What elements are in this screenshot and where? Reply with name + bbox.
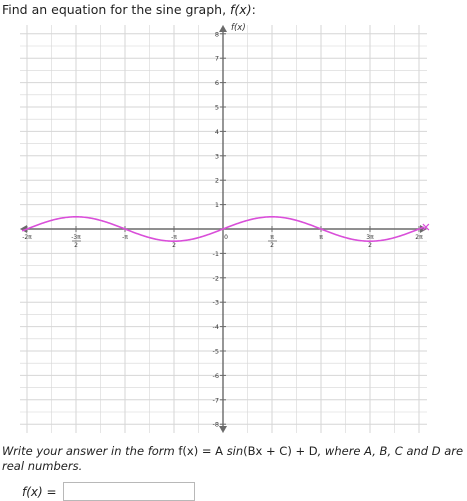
- y-axis-arrow-bottom: [219, 426, 227, 433]
- x-tick-label-numerator: π: [270, 234, 274, 241]
- x-tick-label-denominator: 2: [368, 242, 372, 249]
- y-tick-label: 2: [215, 177, 219, 185]
- instructions-part1: Write your answer in the form: [2, 444, 179, 458]
- x-tick-label: -2π: [22, 234, 32, 241]
- x-tick-label: 2π: [415, 234, 423, 241]
- y-tick-label: 3: [215, 152, 219, 160]
- prompt-colon: :: [251, 2, 256, 17]
- sine-curve-layer: [21, 216, 430, 242]
- answer-label: f(x) =: [22, 484, 57, 499]
- formula-b: (Bx + C) + D: [243, 444, 318, 458]
- prompt-text: Find an equation for the sine graph,: [2, 2, 231, 17]
- y-tick-label: 1: [215, 201, 219, 209]
- answer-instructions: Write your answer in the form f(x) = A s…: [2, 444, 464, 474]
- y-tick-label: -6: [213, 372, 219, 380]
- x-tick-label: π: [319, 234, 323, 241]
- y-axis-arrow-top: [219, 25, 227, 32]
- question-prompt: Find an equation for the sine graph, f(x…: [2, 2, 256, 17]
- answer-input[interactable]: [62, 482, 195, 501]
- x-axis-arrow-left: [20, 225, 27, 233]
- x-tick-label-denominator: 2: [270, 242, 274, 249]
- y-tick-label: -4: [213, 323, 219, 331]
- y-tick-label: -7: [213, 396, 219, 404]
- sine-curve: [21, 216, 425, 242]
- prompt-function: f(x): [230, 2, 252, 17]
- y-tick-label: 6: [215, 79, 219, 87]
- y-tick-label: -3: [213, 299, 219, 307]
- y-tick-label: -8: [213, 421, 219, 429]
- y-tick-label: -1: [213, 250, 219, 258]
- answer-row: f(x) =: [22, 482, 195, 501]
- y-tick-label: 7: [215, 55, 219, 63]
- formula-sin: sin: [226, 444, 244, 458]
- curve-end-marker: [422, 223, 430, 231]
- y-tick-label: 5: [215, 104, 219, 112]
- x-tick-label-denominator: 2: [74, 242, 78, 249]
- x-tick-label: 0: [224, 234, 228, 241]
- x-tick-label-numerator: -π: [171, 234, 177, 241]
- x-tick-label: -π: [122, 234, 128, 241]
- instructions-part2: , where A, B, C and D are real numbers.: [2, 444, 464, 473]
- y-axis-label: f(x): [231, 23, 246, 33]
- y-tick-label: 8: [215, 30, 219, 38]
- formula-a: f(x) = A: [178, 444, 224, 458]
- y-tick-label: -2: [213, 274, 219, 282]
- x-tick-label-numerator: 3π: [366, 234, 374, 241]
- x-tick-label-denominator: 2: [172, 242, 176, 249]
- y-tick-label: 4: [215, 128, 219, 136]
- x-tick-label-numerator: -3π: [71, 234, 81, 241]
- y-tick-label: -5: [213, 348, 219, 356]
